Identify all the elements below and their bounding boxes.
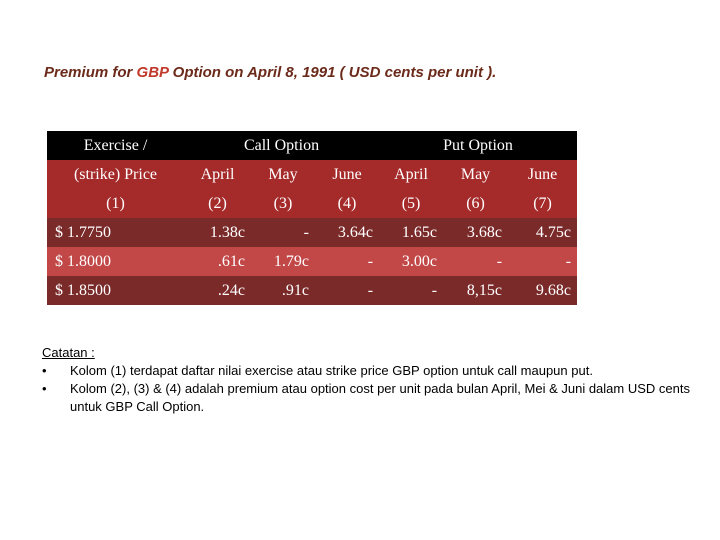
strike-price-cell: $ 1.7750 [47,218,184,247]
header-call-option: Call Option [184,131,380,160]
put-june-cell: - [508,247,578,276]
column-number: (6) [443,189,509,218]
option-premium-table: Exercise / Call Option Put Option (strik… [47,131,578,305]
subheader-call-june: June [315,160,380,189]
header-put-option: Put Option [379,131,578,160]
call-april-cell: 1.38c [184,218,251,247]
strike-price-cell: $ 1.8500 [47,276,184,305]
call-may-cell: 1.79c [251,247,315,276]
title-highlight: GBP [136,64,169,81]
title-prefix: Premium for [44,64,137,81]
put-may-cell: - [443,247,509,276]
table-row: $ 1.8000 .61c 1.79c - 3.00c - - [47,247,578,276]
notes-item: • Kolom (1) terdapat daftar nilai exerci… [42,362,702,380]
column-number: (1) [47,189,184,218]
page-title: Premium for GBP Option on April 8, 1991 … [44,64,496,81]
put-may-cell: 3.68c [443,218,509,247]
title-suffix: Option on April 8, 1991 ( USD cents per … [168,64,497,81]
table-row: $ 1.7750 1.38c - 3.64c 1.65c 3.68c 4.75c [47,218,578,247]
call-june-cell: - [315,247,380,276]
notes-heading: Catatan : [42,345,95,360]
strike-price-cell: $ 1.8000 [47,247,184,276]
put-june-cell: 9.68c [508,276,578,305]
subheader-put-june: June [508,160,578,189]
put-june-cell: 4.75c [508,218,578,247]
subheader-put-april: April [379,160,444,189]
subheader-call-april: April [184,160,251,189]
call-april-cell: .24c [184,276,251,305]
call-june-cell: - [315,276,380,305]
table-column-number-row: (1) (2) (3) (4) (5) (6) (7) [47,189,578,218]
notes-item-text: Kolom (1) terdapat daftar nilai exercise… [70,363,593,378]
column-number: (4) [315,189,380,218]
notes-section: Catatan : • Kolom (1) terdapat daftar ni… [42,344,702,416]
subheader-strike-price: (strike) Price [47,160,184,189]
call-june-cell: 3.64c [315,218,380,247]
call-may-cell: - [251,218,315,247]
notes-item: • Kolom (2), (3) & (4) adalah premium at… [42,380,702,416]
put-april-cell: 3.00c [379,247,444,276]
bullet-icon: • [42,363,47,378]
header-exercise: Exercise / [47,131,184,160]
notes-item-text: Kolom (2), (3) & (4) adalah premium atau… [70,381,690,414]
call-april-cell: .61c [184,247,251,276]
put-april-cell: 1.65c [379,218,444,247]
bullet-icon: • [42,381,47,396]
column-number: (5) [379,189,444,218]
call-may-cell: .91c [251,276,315,305]
column-number: (3) [251,189,315,218]
subheader-put-may: May [443,160,509,189]
table-header-row: Exercise / Call Option Put Option [47,131,578,160]
subheader-call-may: May [251,160,315,189]
put-april-cell: - [379,276,444,305]
table-subheader-row: (strike) Price April May June April May … [47,160,578,189]
column-number: (7) [508,189,578,218]
put-may-cell: 8,15c [443,276,509,305]
column-number: (2) [184,189,251,218]
table-row: $ 1.8500 .24c .91c - - 8,15c 9.68c [47,276,578,305]
